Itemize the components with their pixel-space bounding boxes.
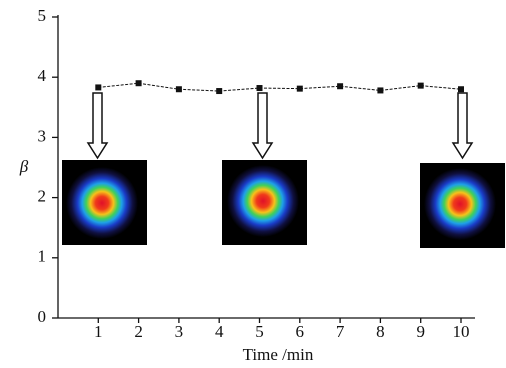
chart: Time /min β 0 1 2 3 4 5 1 2 3 4 5 6 7 8 9 10: [0, 0, 506, 368]
y-tick-label: 2: [38, 187, 47, 206]
y-tick-label: 4: [38, 66, 47, 85]
beam-images: [62, 160, 505, 248]
data-point: [257, 85, 263, 91]
arrow: [453, 93, 472, 158]
y-tick-label: 5: [38, 6, 47, 25]
arrow: [253, 93, 272, 158]
x-tick-label: 6: [296, 322, 305, 341]
x-tick-label: 3: [175, 322, 184, 341]
data-point: [297, 86, 303, 92]
x-tick-label: 9: [416, 322, 425, 341]
data-point: [176, 86, 182, 92]
x-tick-label: 7: [336, 322, 345, 341]
data-point: [136, 80, 142, 86]
beam-spot: [66, 167, 138, 239]
data-point: [418, 83, 424, 89]
x-tick-label: 5: [255, 322, 264, 341]
data-point: [458, 86, 464, 92]
data-point: [377, 87, 383, 93]
beam-spot: [424, 168, 496, 240]
data-point: [95, 84, 101, 90]
x-tick-label: 1: [94, 322, 103, 341]
x-tick-label: 10: [453, 322, 470, 341]
y-tick-label: 0: [38, 307, 47, 326]
x-tick-label: 2: [134, 322, 143, 341]
x-tick-label: 8: [376, 322, 385, 341]
y-tick-label: 3: [38, 126, 47, 145]
data-point: [337, 83, 343, 89]
arrow: [88, 93, 107, 158]
x-tick-label: 4: [215, 322, 224, 341]
data-line: [98, 83, 461, 91]
x-axis-label: Time /min: [243, 345, 314, 364]
y-axis-label: β: [19, 157, 29, 176]
data-point: [216, 88, 222, 94]
y-tick-label: 1: [38, 247, 47, 266]
beam-spot: [227, 165, 299, 237]
arrows: [88, 93, 472, 158]
